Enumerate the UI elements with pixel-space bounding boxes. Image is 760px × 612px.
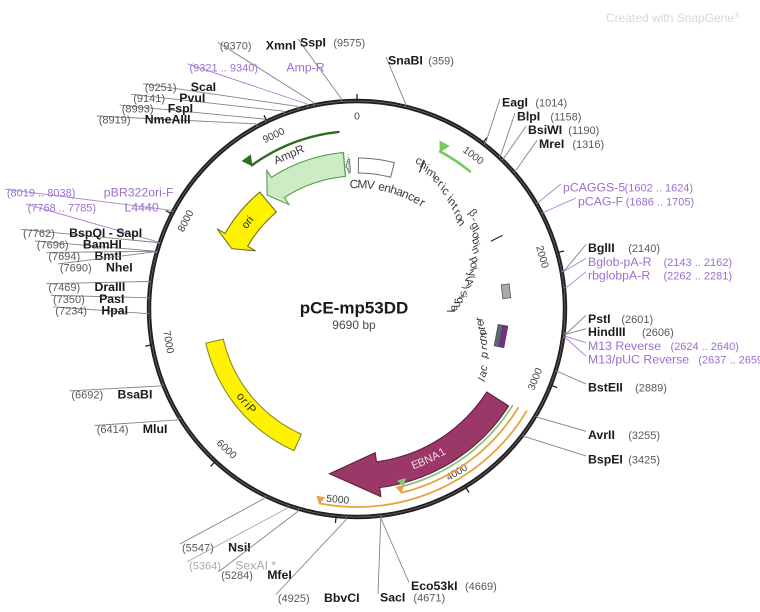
svg-text:M13/pUC Reverse: M13/pUC Reverse bbox=[588, 353, 689, 367]
svg-text:BsiWI: BsiWI bbox=[528, 123, 562, 137]
svg-text:V: V bbox=[366, 178, 376, 193]
svg-text:rbglobpA-R: rbglobpA-R bbox=[588, 268, 650, 282]
svg-text:NheI: NheI bbox=[106, 260, 133, 274]
svg-text:3000: 3000 bbox=[527, 366, 546, 392]
svg-text:(359): (359) bbox=[428, 56, 454, 68]
svg-text:): ) bbox=[461, 284, 473, 290]
svg-text:(9575): (9575) bbox=[333, 38, 365, 50]
svg-text:(7762): (7762) bbox=[23, 228, 55, 240]
svg-text:(2637 .. 2659): (2637 .. 2659) bbox=[698, 355, 760, 367]
svg-text:MfeI: MfeI bbox=[267, 568, 292, 582]
svg-text:BsaBI: BsaBI bbox=[118, 387, 153, 401]
svg-text:6000: 6000 bbox=[214, 438, 238, 462]
svg-text:BspEI: BspEI bbox=[588, 452, 623, 466]
svg-text:Eco53kI: Eco53kI bbox=[411, 579, 458, 593]
svg-text:Created with SnapGene®: Created with SnapGene® bbox=[606, 11, 740, 25]
svg-text:(7694): (7694) bbox=[48, 251, 80, 263]
svg-text:(2624 .. 2640): (2624 .. 2640) bbox=[670, 341, 739, 353]
svg-text:(4671): (4671) bbox=[413, 593, 445, 605]
svg-text:XmnI: XmnI bbox=[266, 39, 296, 53]
svg-text:l: l bbox=[446, 310, 458, 313]
svg-text:SacI: SacI bbox=[380, 591, 405, 605]
svg-text:9690 bp: 9690 bp bbox=[332, 318, 376, 332]
svg-text:BlpI: BlpI bbox=[517, 110, 540, 124]
svg-text:PstI: PstI bbox=[588, 312, 611, 326]
svg-text:1000: 1000 bbox=[460, 145, 485, 168]
svg-text:(5364): (5364) bbox=[189, 560, 221, 572]
svg-text:pCE-mp53DD: pCE-mp53DD bbox=[300, 298, 409, 317]
svg-text:(1686 .. 1705): (1686 .. 1705) bbox=[626, 197, 695, 209]
svg-text:(2143 .. 2162): (2143 .. 2162) bbox=[664, 257, 733, 269]
svg-text:BbvCI: BbvCI bbox=[324, 591, 360, 605]
svg-text:r: r bbox=[473, 316, 485, 321]
svg-text:NsiI: NsiI bbox=[228, 541, 251, 555]
svg-text:L4440: L4440 bbox=[125, 200, 159, 214]
svg-text:(9370): (9370) bbox=[220, 41, 252, 53]
svg-text:0: 0 bbox=[354, 112, 360, 123]
svg-text:(2601): (2601) bbox=[621, 314, 653, 326]
svg-text:(2606): (2606) bbox=[642, 327, 674, 339]
svg-text:pCAGGS-5: pCAGGS-5 bbox=[563, 180, 625, 194]
svg-text:(1014): (1014) bbox=[535, 97, 567, 109]
svg-text:9000: 9000 bbox=[261, 126, 287, 146]
svg-text:(7350): (7350) bbox=[53, 294, 85, 306]
svg-text:(8019 .. 8038): (8019 .. 8038) bbox=[7, 188, 76, 200]
svg-text:Bglob-pA-R: Bglob-pA-R bbox=[588, 255, 652, 269]
svg-text:MreI: MreI bbox=[539, 137, 564, 151]
svg-text:Amp-R: Amp-R bbox=[286, 60, 324, 74]
svg-text:SspI: SspI bbox=[300, 36, 326, 50]
svg-text:(7234): (7234) bbox=[55, 305, 87, 317]
svg-text:(5547): (5547) bbox=[182, 543, 214, 555]
svg-text:SnaBI: SnaBI bbox=[388, 54, 423, 68]
svg-text:(5284): (5284) bbox=[221, 570, 253, 582]
svg-text:AvrII: AvrII bbox=[588, 428, 615, 442]
svg-text:(7469): (7469) bbox=[48, 282, 80, 294]
svg-text:(2262 .. 2281): (2262 .. 2281) bbox=[664, 270, 733, 282]
svg-text:HindIII: HindIII bbox=[588, 325, 626, 339]
svg-text:NmeAIII: NmeAIII bbox=[145, 113, 191, 127]
svg-text:(6692): (6692) bbox=[71, 389, 103, 401]
svg-text:(3255): (3255) bbox=[628, 430, 660, 442]
svg-text:BglII: BglII bbox=[588, 241, 615, 255]
svg-text:M13 Reverse: M13 Reverse bbox=[588, 339, 661, 353]
svg-text:(1316): (1316) bbox=[572, 139, 604, 151]
svg-text:2000: 2000 bbox=[533, 245, 550, 270]
svg-text:(2889): (2889) bbox=[635, 383, 667, 395]
svg-text:(4669): (4669) bbox=[465, 581, 497, 593]
svg-text:(1190): (1190) bbox=[568, 125, 599, 137]
svg-text:8000: 8000 bbox=[176, 208, 196, 234]
svg-text:(7768 .. 7785): (7768 .. 7785) bbox=[28, 202, 97, 214]
svg-text:(7690): (7690) bbox=[60, 262, 92, 274]
svg-text:(2140): (2140) bbox=[628, 243, 660, 255]
svg-text:(7696): (7696) bbox=[37, 239, 69, 251]
svg-text:7000: 7000 bbox=[160, 330, 175, 355]
svg-text:MluI: MluI bbox=[143, 422, 168, 436]
svg-text:(1602 .. 1624): (1602 .. 1624) bbox=[625, 182, 694, 194]
svg-text:(1158): (1158) bbox=[550, 112, 581, 124]
svg-text:(3425): (3425) bbox=[628, 454, 660, 466]
svg-text:(9321 .. 9340): (9321 .. 9340) bbox=[190, 62, 259, 74]
svg-text:(8919): (8919) bbox=[99, 115, 131, 127]
svg-text:(6414): (6414) bbox=[97, 424, 129, 436]
svg-text:HpaI: HpaI bbox=[101, 303, 128, 317]
svg-text:EagI: EagI bbox=[502, 95, 528, 109]
svg-text:BstEII: BstEII bbox=[588, 381, 623, 395]
svg-text:pBR322ori-F: pBR322ori-F bbox=[104, 186, 174, 200]
svg-text:(4925): (4925) bbox=[278, 593, 310, 605]
svg-text:pCAG-F: pCAG-F bbox=[578, 195, 624, 209]
